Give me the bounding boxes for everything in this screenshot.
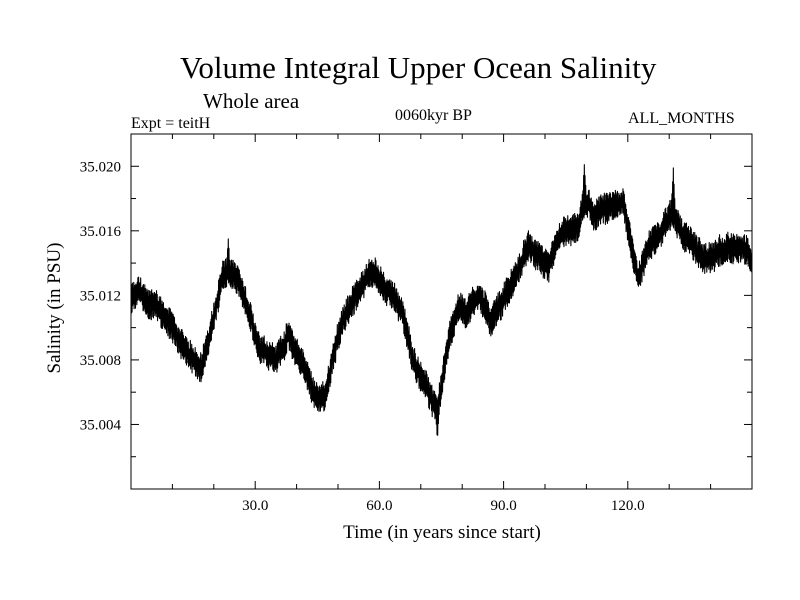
- x-tick-label: 60.0: [366, 498, 392, 514]
- x-tick-label: 30.0: [242, 498, 268, 514]
- x-tick-label: 90.0: [490, 498, 516, 514]
- plot-frame: [130, 133, 753, 490]
- x-tick-label: 120.0: [611, 498, 645, 514]
- chart-title: Volume Integral Upper Ocean Salinity: [180, 50, 657, 85]
- y-tick-label: 35.004: [80, 417, 122, 433]
- x-axis-label: Time (in years since start): [343, 522, 541, 543]
- y-axis-ticks: [131, 165, 752, 458]
- x-axis-ticks: [171, 134, 712, 489]
- y-tick-label: 35.016: [80, 224, 122, 240]
- chart-subtitle: Whole area: [203, 89, 300, 113]
- y-axis-label: Salinity (in PSU): [44, 243, 65, 374]
- y-tick-label: 35.008: [80, 353, 121, 369]
- x-axis-tick-labels: 30.0 60.0 90.0 120.0: [242, 498, 645, 514]
- salinity-series-line: [130, 164, 753, 436]
- y-axis-tick-labels: 35.004 35.008 35.012 35.016 35.020: [80, 159, 122, 433]
- period-label: 0060kyr BP: [395, 107, 472, 124]
- months-label: ALL_MONTHS: [628, 110, 735, 127]
- experiment-label: Expt = teitH: [131, 115, 211, 132]
- y-tick-label: 35.012: [80, 288, 121, 304]
- y-tick-label: 35.020: [80, 159, 121, 175]
